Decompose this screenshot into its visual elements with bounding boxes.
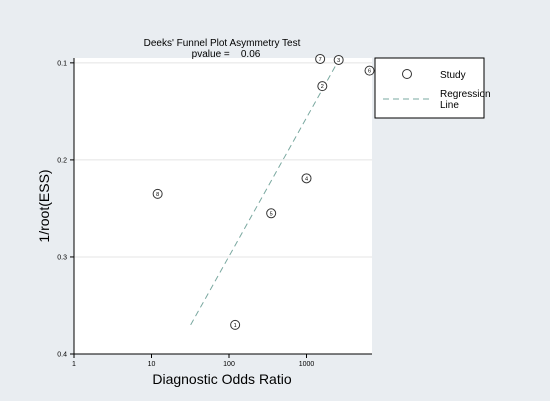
- study-marker: [315, 53, 326, 64]
- y-tick-label: 0.1: [57, 60, 67, 67]
- legend-box: [374, 57, 485, 119]
- study-point: 1: [230, 319, 241, 330]
- study-marker: [364, 65, 375, 76]
- legend: Study Regression Line: [374, 57, 491, 119]
- study-point-label: 7: [319, 57, 322, 63]
- study-marker: [333, 54, 344, 65]
- chart-title: Deeks' Funnel Plot Asymmetry Test: [144, 38, 301, 49]
- chart-subtitle: pvalue = 0.06: [192, 49, 261, 60]
- study-point: 3: [333, 54, 344, 65]
- study-marker: [301, 173, 312, 184]
- study-point-label: 4: [305, 176, 308, 182]
- y-axis-label: 1/root(ESS): [36, 169, 52, 242]
- study-point: 8: [152, 188, 163, 199]
- legend-regression-label-line2: Line: [440, 100, 459, 111]
- study-point-label: 6: [368, 69, 371, 75]
- regression-line: [190, 57, 341, 326]
- study-point-label: 2: [321, 84, 324, 90]
- study-points: 1 2 3 4 5 6 7 8: [152, 53, 375, 330]
- regression-line-group: [190, 57, 341, 326]
- study-point-label: 3: [337, 58, 340, 64]
- study-marker: [230, 319, 241, 330]
- y-tick-label: 0.2: [57, 157, 67, 164]
- y-axis-ticks: 0.1 0.2 0.3 0.4: [57, 60, 74, 359]
- study-point: 6: [364, 65, 375, 76]
- study-point: 7: [315, 53, 326, 64]
- study-marker: [317, 81, 328, 92]
- y-tick-label: 0.3: [57, 254, 67, 261]
- legend-study-label: Study: [440, 70, 466, 81]
- x-axis-ticks: 1 10 100 1000: [72, 354, 314, 368]
- y-tick-label: 0.4: [57, 352, 67, 359]
- study-point-label: 5: [270, 211, 273, 217]
- study-point: 2: [317, 81, 328, 92]
- plot-area: [74, 58, 372, 354]
- study-marker: [266, 208, 277, 219]
- study-point: 5: [266, 208, 277, 219]
- study-point-label: 8: [156, 192, 159, 198]
- x-tick-label: 100: [223, 361, 235, 368]
- legend-regression-label-line1: Regression: [440, 89, 491, 100]
- x-tick-label: 1000: [299, 361, 315, 368]
- study-point-label: 1: [234, 323, 237, 329]
- x-tick-label: 10: [148, 361, 156, 368]
- x-axis-label: Diagnostic Odds Ratio: [152, 371, 292, 387]
- study-marker: [152, 188, 163, 199]
- legend-study-marker-icon: [402, 69, 412, 79]
- x-tick-label: 1: [72, 361, 76, 368]
- study-point: 4: [301, 173, 312, 184]
